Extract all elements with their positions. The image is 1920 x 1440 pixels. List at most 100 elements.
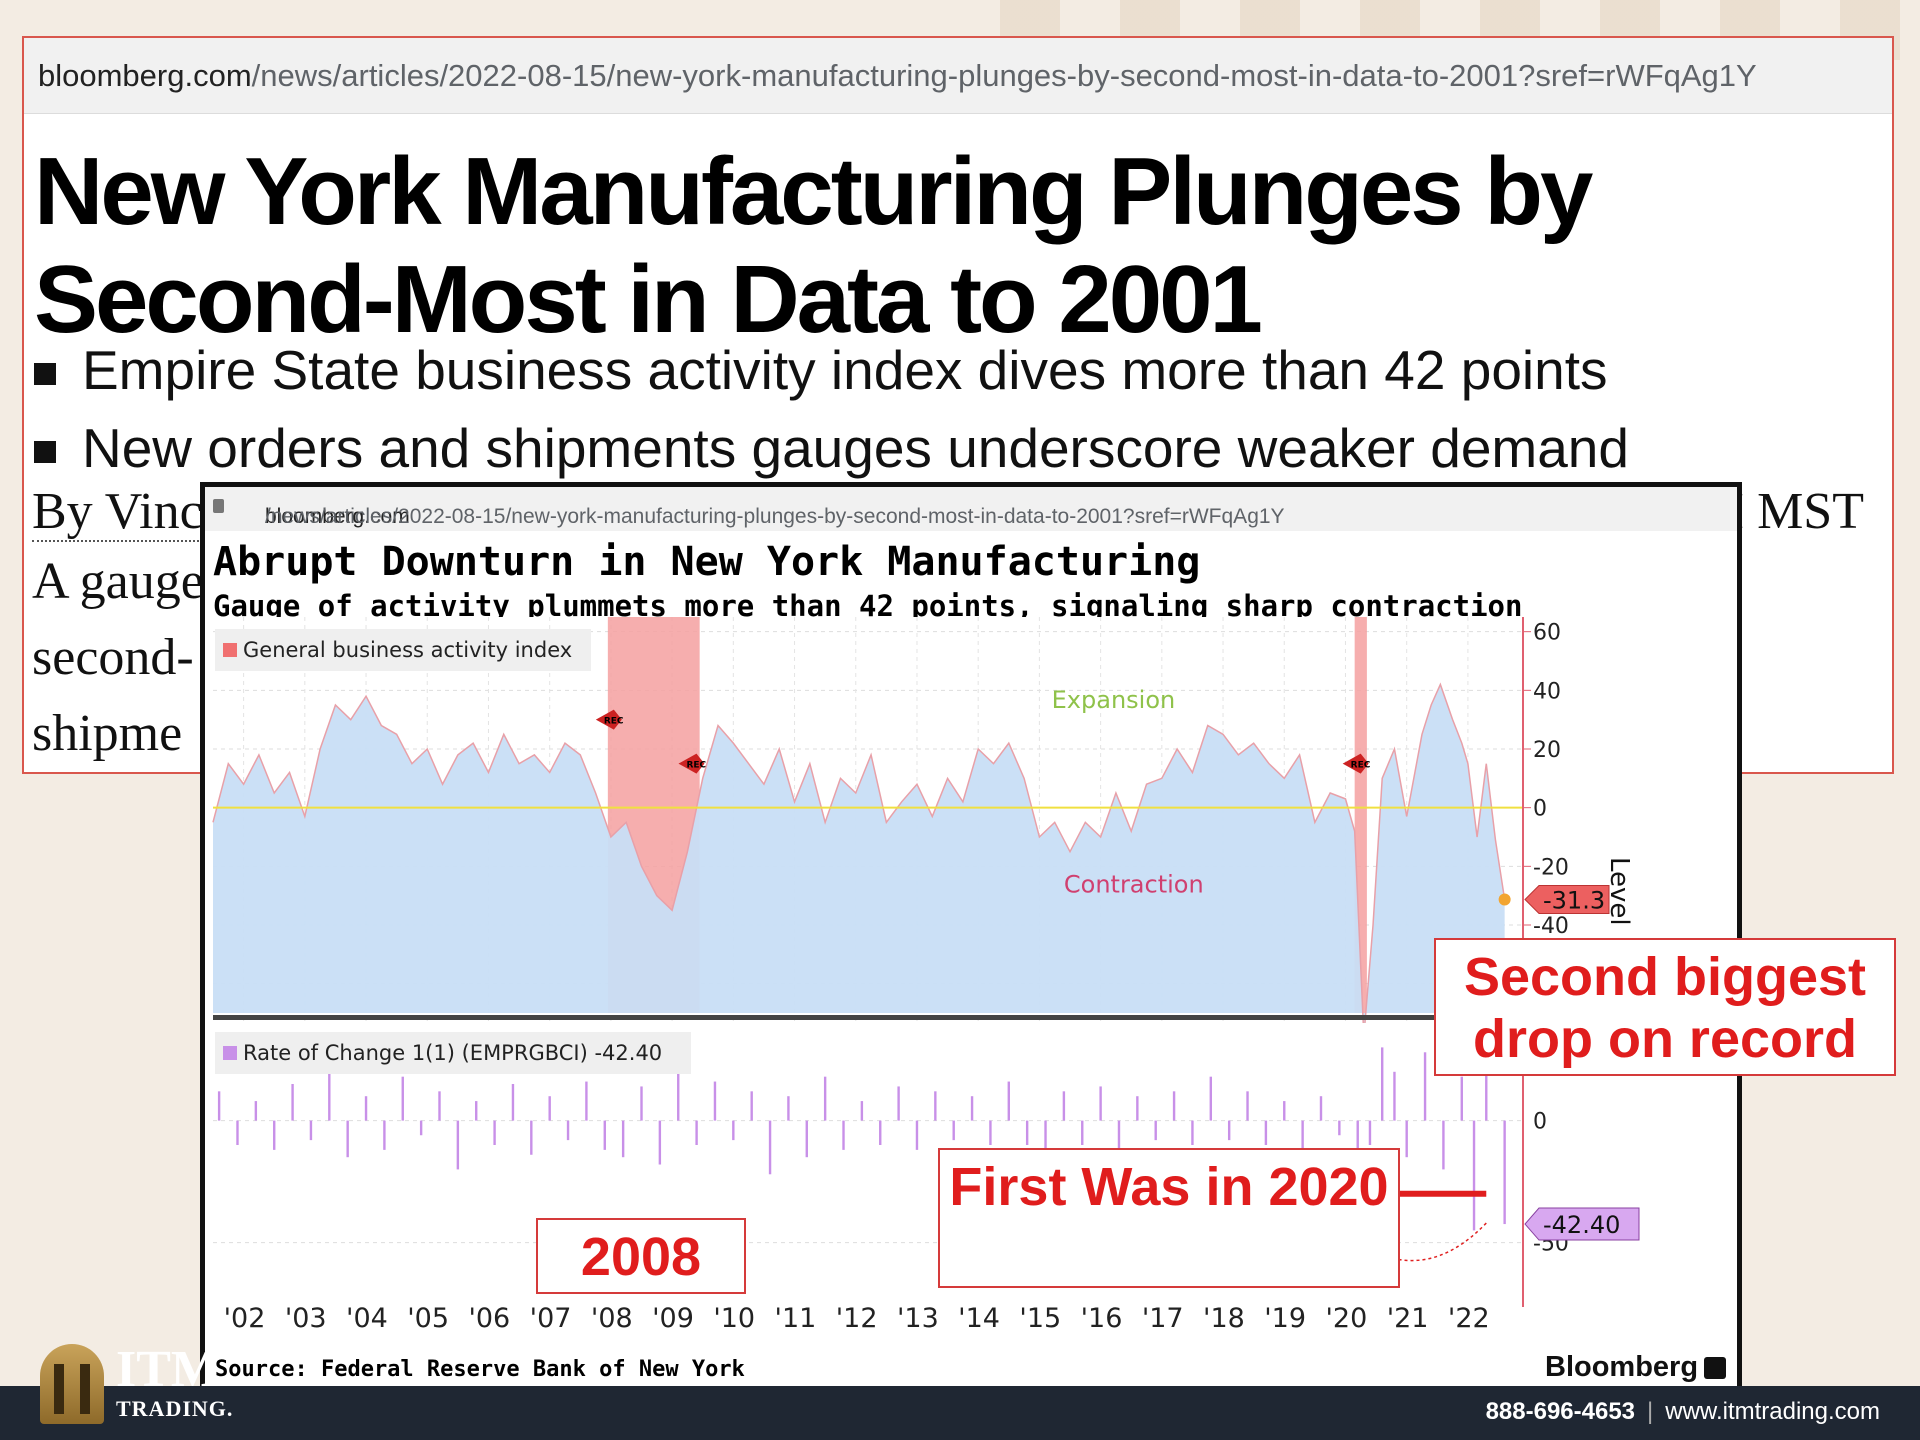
rate-bar [1081,1120,1084,1145]
chart-labels: 6040200-20-40-600-50Level-31.3-42.40Gene… [215,621,1640,1334]
expansion-label: Expansion [1052,686,1176,714]
last-point [1498,893,1511,906]
rate-bar [640,1086,643,1121]
article-screenshot: bloomberg.com/news/articles/2022-08-15/n… [22,36,1894,774]
rate-bar [713,1081,717,1121]
activity-area-fill [213,684,1505,1037]
lock-icon [213,499,224,513]
activity-index-area [212,682,1511,1037]
legend-swatch [223,1046,237,1060]
rate-bar [970,1096,974,1121]
rate-bar [1191,1120,1194,1145]
headline-line-1: New York Manufacturing Plunges by [34,138,1593,245]
rate-bar [566,1120,570,1141]
rate-bar [768,1120,772,1175]
x-tick-label: '20 [1325,1303,1367,1334]
rate-bar [915,1120,919,1150]
rate-bar [438,1091,441,1121]
x-tick-label: '13 [897,1303,939,1334]
rate-bar [1246,1091,1249,1121]
rate-bar [787,1096,790,1121]
rate-bar [897,1086,900,1121]
rate-bar [1136,1096,1139,1121]
article-body-line-1: A gauge [32,553,204,610]
last-value-label: -42.40 [1543,1211,1620,1239]
rate-bar [1301,1120,1304,1155]
x-tick-label: '15 [1019,1303,1061,1334]
rate-bar [1368,1120,1372,1145]
rate-bar [842,1120,845,1150]
rate-bar [419,1120,423,1136]
article-bullet-2: New orders and shipments gauges undersco… [34,416,1629,480]
rate-bar [585,1081,588,1121]
recession-marker: REC [678,753,707,774]
chart-url-bar[interactable]: bloomberg.com/news/articles/2022-08-15/n… [205,487,1737,531]
rate-bar [621,1120,625,1158]
article-headline: New York Manufacturing Plunges by Second… [34,138,1874,354]
rate-bar [1264,1120,1268,1145]
rate-bar [934,1091,937,1121]
itm-logo-text: ITM TRADING. [116,1341,234,1422]
phone-number[interactable]: 888-696-4653 [1485,1398,1636,1425]
recession-marker-label: REC [604,717,624,727]
x-tick-label: '06 [468,1303,510,1334]
rate-bar [1442,1120,1445,1170]
legend-swatch [223,643,237,657]
article-body-line-2: second- [32,629,194,686]
rate-bar [401,1076,404,1121]
bullet-square-icon [34,441,56,464]
rate-bar [1381,1047,1384,1121]
article-url-bar[interactable]: bloomberg.com/news/articles/2022-08-15/n… [24,38,1892,114]
rate-bar [309,1120,313,1141]
y-tick-label: 40 [1533,679,1561,704]
legend-label: Rate of Change 1(1) (EMPRGBCI) -42.40 [243,1041,662,1065]
legend-lower: Rate of Change 1(1) (EMPRGBCI) -42.40 [215,1032,691,1074]
recession-marker: REC [1342,753,1371,774]
article-body-line-3: shipme [32,705,183,762]
website-link[interactable]: www.itmtrading.com [1665,1398,1880,1425]
x-tick-label: '12 [836,1303,878,1334]
rate-bar [530,1120,533,1155]
y-tick-label: 0 [1533,797,1547,822]
rate-bar [273,1120,276,1150]
rate-bar [1062,1091,1066,1121]
legend-upper: General business activity index [215,629,591,671]
rate-bar [1283,1101,1286,1121]
recession-marker-label: REC [686,761,706,771]
last-value-tag: -31.3 [1524,884,1610,914]
rate-bar [1503,1120,1506,1225]
last-value-label: -31.3 [1543,886,1605,914]
rate-bar [1172,1091,1176,1121]
x-tick-label: '10 [713,1303,755,1334]
article-byline-time: I MST [1726,483,1864,540]
x-tick-label: '17 [1142,1303,1184,1334]
rate-bar [1405,1120,1408,1158]
rate-bar [254,1101,258,1121]
article-byline: By Vinc [32,483,203,542]
rate-bar [1485,1047,1488,1121]
rate-bar [383,1120,386,1150]
x-tick-label: '11 [775,1303,817,1334]
annotation-2008: 2008 [536,1218,746,1294]
rate-bar [658,1120,662,1165]
rate-bar [493,1120,496,1145]
rate-bar [346,1120,349,1158]
rate-bar [328,1047,331,1121]
chart-source: Source: Federal Reserve Bank of New York [215,1357,745,1382]
bloomberg-chart-icon [1704,1357,1727,1380]
recession-marker: REC [595,709,624,730]
x-tick-label: '02 [224,1303,266,1334]
rate-bar [291,1084,294,1121]
annotation-first-was: First Was in 2020 [938,1148,1400,1288]
headline-line-2: Second-Most in Data to 2001 [34,246,1263,353]
rate-bar [511,1084,515,1121]
rate-bar [879,1120,882,1145]
rate-bar [1423,1052,1427,1121]
footer-contact: 888-696-4653 | www.itmtrading.com [1485,1398,1880,1425]
rate-bar [695,1120,698,1145]
y-tick-label: -40 [1533,914,1569,939]
rate-bar [823,1076,827,1121]
rate-bar [1099,1086,1102,1121]
legend-label: General business activity index [243,638,572,662]
x-tick-label: '14 [958,1303,1000,1334]
